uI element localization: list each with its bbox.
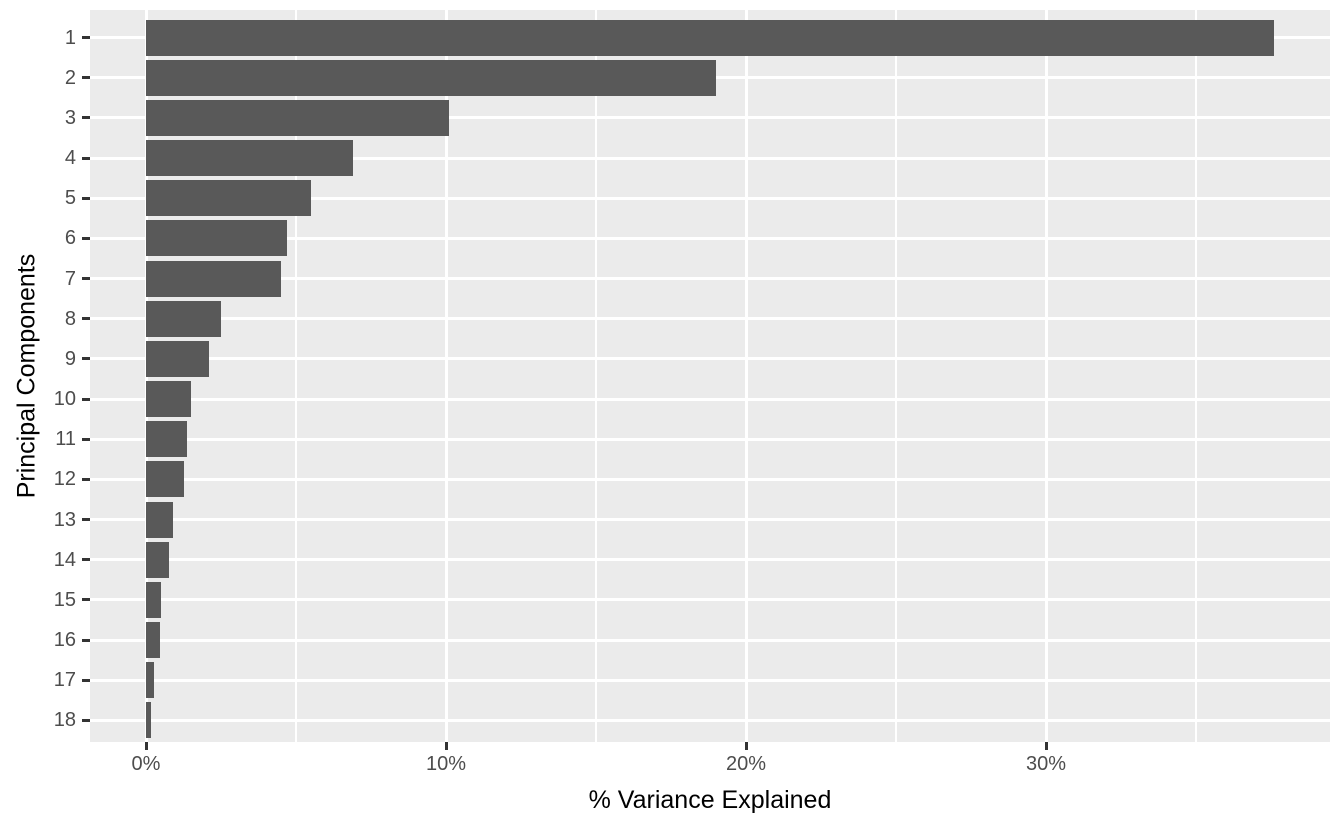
bar-pc-1	[146, 19, 1274, 56]
gridline-major-horizontal	[90, 236, 1330, 240]
gridline-major-horizontal	[90, 357, 1330, 361]
y-tick-label: 14	[53, 548, 76, 571]
bar-pc-10	[146, 381, 191, 418]
bar-pc-2	[146, 59, 716, 96]
y-tick-mark	[82, 236, 90, 240]
gridline-major-horizontal	[90, 156, 1330, 160]
y-tick-mark	[82, 598, 90, 602]
y-tick-label: 10	[53, 388, 76, 411]
bar-pc-17	[146, 662, 155, 699]
bar-pc-4	[146, 140, 353, 176]
y-tick-mark	[82, 36, 90, 39]
y-tick-mark	[82, 357, 90, 361]
y-tick-label: 4	[64, 147, 76, 169]
gridline-major-horizontal	[90, 116, 1330, 120]
plot-panel	[90, 10, 1330, 742]
y-tick-label: 13	[53, 508, 76, 531]
bar-pc-14	[146, 541, 169, 578]
y-tick-mark	[82, 638, 90, 642]
y-tick-label: 2	[64, 66, 76, 89]
y-tick-mark	[82, 277, 90, 281]
y-axis-title: Principal Components	[12, 253, 41, 499]
y-tick-mark	[82, 116, 90, 120]
y-tick-mark	[82, 397, 90, 401]
gridline-major-horizontal	[90, 638, 1330, 642]
gridline-minor-vertical	[295, 10, 297, 742]
y-tick-label: 3	[64, 106, 76, 129]
y-tick-label: 18	[53, 709, 76, 732]
gridline-major-horizontal	[90, 477, 1330, 481]
y-tick-label: 5	[64, 187, 76, 210]
bar-pc-8	[146, 300, 221, 337]
x-tick-label: 10%	[425, 753, 467, 775]
y-tick-label: 17	[53, 669, 76, 692]
y-tick-mark	[82, 718, 90, 722]
x-tick-label: 20%	[725, 753, 767, 775]
y-tick-mark	[82, 477, 90, 481]
y-tick-mark	[82, 156, 90, 160]
bar-pc-15	[146, 581, 161, 618]
x-tick-label: 30%	[1025, 753, 1067, 775]
y-tick-mark	[82, 317, 90, 321]
y-tick-label: 9	[64, 347, 76, 370]
y-tick-label: 16	[53, 629, 76, 652]
y-tick-label: 6	[64, 227, 76, 250]
bar-pc-13	[146, 501, 173, 538]
y-tick-label: 1	[64, 26, 76, 49]
bar-pc-12	[146, 461, 185, 498]
gridline-minor-vertical	[1195, 10, 1197, 742]
x-tick-mark	[1044, 742, 1048, 750]
x-tick-label: 0%	[131, 753, 161, 775]
y-tick-mark	[82, 678, 90, 682]
y-tick-mark	[82, 196, 90, 200]
bar-pc-3	[146, 99, 449, 136]
y-tick-mark	[82, 518, 90, 522]
x-axis-title: % Variance Explained	[588, 786, 832, 814]
gridline-major-horizontal	[90, 518, 1330, 522]
gridline-major-horizontal	[90, 317, 1330, 321]
y-tick-label: 8	[64, 307, 76, 330]
y-tick-label: 15	[53, 588, 76, 611]
gridline-major-horizontal	[90, 437, 1330, 441]
y-tick-label: 7	[64, 267, 76, 290]
y-tick-label: 11	[55, 428, 76, 451]
bar-pc-5	[146, 180, 311, 217]
gridline-major-horizontal	[90, 678, 1330, 682]
bar-pc-6	[146, 220, 287, 257]
bar-pc-11	[146, 421, 187, 458]
gridline-major-vertical	[1044, 10, 1048, 742]
gridline-major-horizontal	[90, 718, 1330, 722]
gridline-major-horizontal	[90, 277, 1330, 281]
gridline-minor-vertical	[895, 10, 897, 742]
y-tick-mark	[82, 558, 90, 562]
gridline-major-horizontal	[90, 196, 1330, 200]
gridline-major-horizontal	[90, 558, 1330, 562]
gridline-major-horizontal	[90, 598, 1330, 602]
bar-pc-16	[146, 622, 161, 659]
gridline-major-vertical	[444, 10, 448, 742]
gridline-major-vertical	[744, 10, 748, 742]
bar-pc-9	[146, 340, 209, 377]
x-tick-mark	[444, 742, 448, 750]
x-tick-mark	[744, 742, 748, 750]
gridline-major-horizontal	[90, 397, 1330, 401]
gridline-minor-vertical	[595, 10, 597, 742]
bar-pc-18	[146, 702, 151, 739]
y-tick-label: 12	[53, 468, 76, 491]
y-tick-mark	[82, 76, 90, 80]
y-tick-mark	[82, 437, 90, 441]
x-tick-mark	[144, 742, 148, 750]
bar-pc-7	[146, 260, 281, 297]
